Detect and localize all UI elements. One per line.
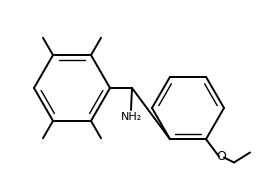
Text: NH₂: NH₂ [120,112,142,122]
Text: O: O [216,150,226,163]
